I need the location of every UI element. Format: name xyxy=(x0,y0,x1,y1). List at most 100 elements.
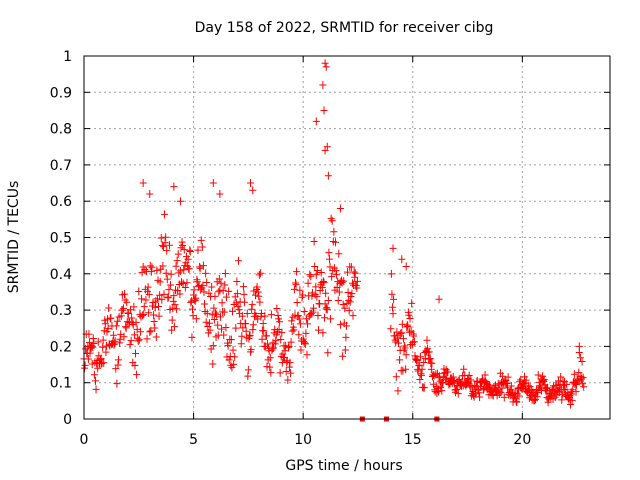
data-point xyxy=(86,349,94,358)
data-point xyxy=(169,297,177,306)
data-point xyxy=(321,146,329,155)
data-point xyxy=(570,370,578,379)
data-point xyxy=(171,300,179,309)
data-point xyxy=(247,347,255,356)
data-point xyxy=(249,320,257,329)
data-point xyxy=(143,334,151,343)
data-point xyxy=(173,256,181,265)
data-point xyxy=(249,186,257,195)
data-point xyxy=(210,304,218,313)
data-point xyxy=(193,277,201,286)
data-point xyxy=(165,241,173,250)
data-point xyxy=(425,347,433,356)
data-point xyxy=(197,236,205,245)
data-point xyxy=(405,311,413,320)
data-point xyxy=(243,309,251,318)
data-point xyxy=(261,312,269,321)
data-point xyxy=(324,296,332,305)
data-point xyxy=(278,328,286,337)
data-point xyxy=(147,326,155,335)
data-point xyxy=(449,372,457,381)
data-point xyxy=(524,381,532,390)
data-point xyxy=(242,319,250,328)
data-point xyxy=(291,278,299,287)
data-point xyxy=(146,189,154,198)
data-point xyxy=(176,266,184,275)
data-point xyxy=(301,339,309,348)
data-point xyxy=(552,381,560,390)
data-point xyxy=(402,350,410,359)
data-point xyxy=(174,250,182,259)
data-point xyxy=(190,285,198,294)
data-point xyxy=(416,375,424,384)
data-point xyxy=(229,346,237,355)
data-point xyxy=(119,304,127,313)
data-point xyxy=(239,282,247,291)
data-point xyxy=(332,266,340,275)
data-point xyxy=(578,374,586,383)
data-point xyxy=(523,387,531,396)
data-point xyxy=(119,306,127,315)
data-point xyxy=(348,289,356,298)
data-point xyxy=(288,316,296,325)
data-point xyxy=(155,312,163,321)
data-point xyxy=(410,331,418,340)
data-point xyxy=(99,336,107,345)
data-point xyxy=(495,390,503,399)
y-axis-label: SRMTID / TECUs xyxy=(6,181,22,294)
data-point xyxy=(328,216,336,225)
data-point xyxy=(126,340,134,349)
data-point xyxy=(196,262,204,271)
data-point xyxy=(304,319,312,328)
data-point xyxy=(323,303,331,312)
data-point xyxy=(272,336,280,345)
data-point xyxy=(534,371,542,380)
data-point xyxy=(198,283,206,292)
data-point xyxy=(465,371,473,380)
data-point xyxy=(162,233,170,242)
data-point xyxy=(92,385,100,394)
data-point xyxy=(317,268,325,277)
plot-frame xyxy=(83,55,611,420)
data-point xyxy=(325,248,333,257)
data-point xyxy=(192,314,200,323)
data-point xyxy=(199,261,207,270)
data-point xyxy=(568,396,576,405)
data-point xyxy=(246,331,254,340)
data-point xyxy=(574,377,582,386)
data-point xyxy=(513,389,521,398)
data-point xyxy=(271,339,279,348)
data-point xyxy=(105,303,113,312)
data-point xyxy=(284,343,292,352)
data-point xyxy=(144,283,152,292)
data-point xyxy=(333,270,341,279)
axis-ticks: 00.10.20.30.40.50.60.70.80.910 5 10 15 20 xyxy=(50,49,610,448)
data-point xyxy=(435,387,443,396)
data-point xyxy=(342,321,350,330)
data-point xyxy=(521,372,529,381)
data-point xyxy=(330,227,338,236)
data-point xyxy=(402,262,410,271)
data-point xyxy=(130,302,138,311)
data-point xyxy=(418,365,426,374)
data-point xyxy=(310,304,318,313)
y-tick-label: 0 xyxy=(63,412,72,428)
data-point xyxy=(215,287,223,296)
data-point xyxy=(322,62,330,71)
data-point xyxy=(536,383,544,392)
data-point xyxy=(131,361,139,370)
data-point xyxy=(102,348,110,357)
data-point xyxy=(339,300,347,309)
data-point xyxy=(162,269,170,278)
data-point xyxy=(94,337,102,346)
data-point xyxy=(569,385,577,394)
data-point xyxy=(135,335,143,344)
data-point xyxy=(394,386,402,395)
data-point xyxy=(526,382,534,391)
data-point xyxy=(302,329,310,338)
data-point xyxy=(172,262,180,271)
data-point xyxy=(232,324,240,333)
data-point xyxy=(244,372,252,381)
data-point xyxy=(155,302,163,311)
data-point xyxy=(416,352,424,361)
